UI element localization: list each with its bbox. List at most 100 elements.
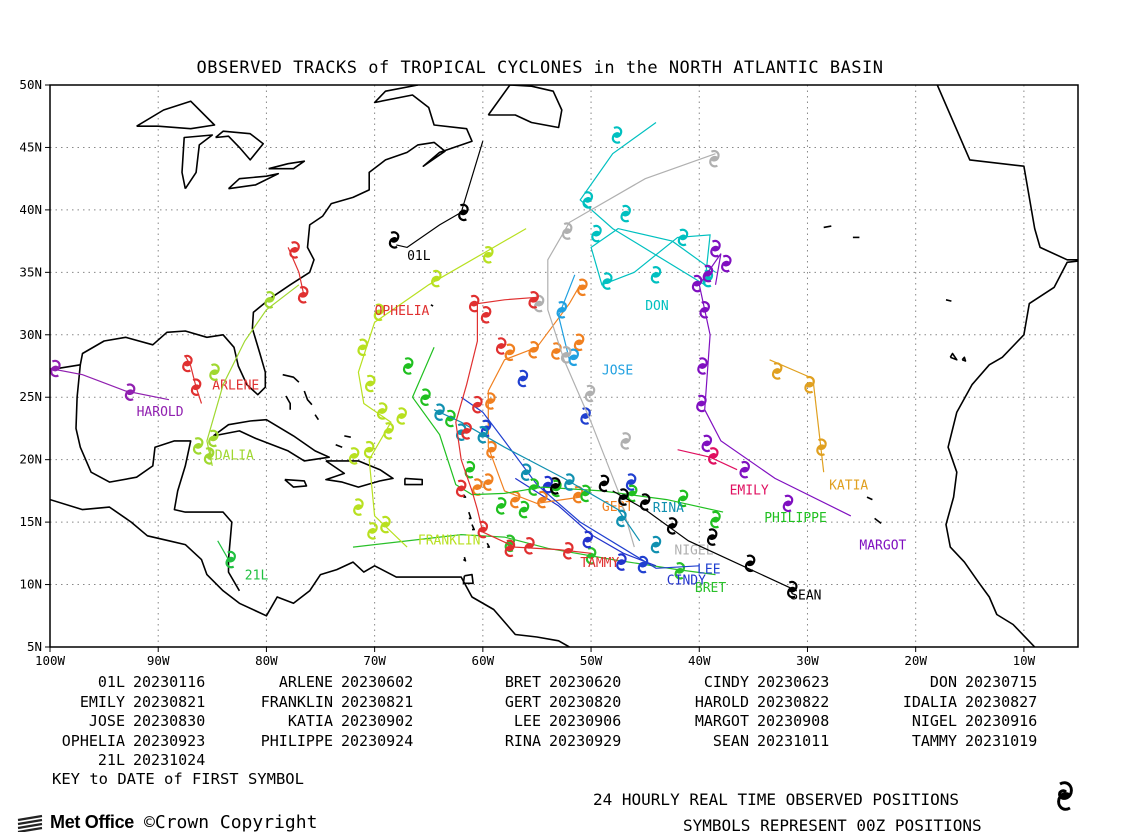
key-row: OPHELIA 20230923 PHILIPPE 20230924 RINA 20230… <box>40 732 1080 752</box>
key-row: JOSE 20230830 KATIA 20230902 LEE 20230906 MARG… <box>40 712 1080 732</box>
storm-position-symbol <box>618 488 629 506</box>
footer-positions-note: 24 HOURLY REAL TIME OBSERVED POSITIONS <box>593 790 960 809</box>
key-first-date: 20231011 <box>757 731 830 750</box>
map-title: OBSERVED TRACKS of TROPICAL CYCLONES in … <box>196 58 884 78</box>
storm-position-symbol <box>203 447 215 465</box>
storm-track-line <box>217 540 230 560</box>
storm-position-symbol <box>702 264 714 283</box>
storm-position-symbol <box>710 239 721 258</box>
key-storm-name: OPHELIA <box>61 731 125 750</box>
storm-track-line <box>460 396 700 569</box>
key-storm-name: FRANKLIN <box>260 692 333 711</box>
key-storm-name: BRET <box>504 673 541 691</box>
key-storm-name: LEE <box>513 712 541 730</box>
storm-position-symbol <box>472 478 483 496</box>
lat-tick-label: 25N <box>19 389 42 404</box>
storm-position-symbol <box>706 528 718 546</box>
key-storm-name: ARLENE <box>278 673 333 691</box>
met-office-logo: Met Office ©Crown Copyright <box>16 812 317 833</box>
storm-position-symbol <box>524 537 535 555</box>
key-first-date: 20230916 <box>965 712 1038 730</box>
key-entry: JOSE 20230830 <box>40 712 248 732</box>
storm-position-symbol <box>528 291 539 309</box>
storm-position-symbol <box>639 493 651 511</box>
coastline <box>823 225 832 229</box>
axis-ticks: 100W 90W 80W 70W 60W 50W 40W 30W 20W 10W 5N 10N 15N 2… <box>19 77 1035 668</box>
storm-position-symbol <box>666 517 678 535</box>
key-entry: KATIA 20230902 <box>248 712 456 732</box>
storm-position-symbol <box>584 384 596 403</box>
coastline <box>487 85 563 129</box>
storm-position-symbol <box>564 473 575 491</box>
coastline <box>75 364 241 592</box>
storm-position-symbol <box>787 580 798 599</box>
storm-position-symbol <box>625 473 637 491</box>
storm-label: RINA <box>653 501 684 516</box>
key-entry: ARLENE 20230602 <box>248 673 456 693</box>
storm-jose: JOSE <box>556 274 633 379</box>
storm-position-symbol <box>420 388 431 406</box>
storm-position-symbol <box>209 363 220 381</box>
lon-tick-label: 70W <box>363 653 386 668</box>
key-entry: DON 20230715 <box>872 673 1080 693</box>
storm-cindy: CINDY <box>514 475 706 589</box>
lat-tick-label: 40N <box>19 202 42 217</box>
storm-position-symbol <box>348 447 360 465</box>
storm-position-symbol <box>528 341 539 359</box>
coastline <box>463 556 467 562</box>
met-office-logo-text: Met Office <box>50 812 135 832</box>
storm-position-symbol <box>363 440 375 459</box>
coastline <box>282 373 300 383</box>
hurricane-symbol-icon <box>1057 781 1073 811</box>
key-storm-name: JOSE <box>88 712 125 730</box>
coastline <box>945 299 952 302</box>
lon-tick-label: 80W <box>255 653 278 668</box>
storm-position-symbol <box>192 437 204 455</box>
storm-position-symbol <box>674 562 686 580</box>
storm-position-symbol <box>560 346 572 364</box>
storm-position-symbol <box>573 333 585 352</box>
storm-01l: 01L <box>388 141 484 264</box>
key-first-date: 20231024 <box>133 751 206 769</box>
storm-position-symbol <box>495 497 507 515</box>
coastline <box>344 435 351 438</box>
storm-position-symbol <box>190 378 202 396</box>
coastline <box>462 573 474 585</box>
storm-position-symbol <box>388 231 400 249</box>
storm-position-symbol <box>677 489 689 508</box>
key-storm-name: GERT <box>504 692 541 711</box>
storm-position-symbol <box>533 294 545 313</box>
storm-position-symbol <box>782 494 794 513</box>
storm-position-symbol <box>458 203 469 222</box>
lon-tick-label: 10W <box>1013 653 1036 668</box>
coastline <box>284 478 308 488</box>
key-first-date: 20230715 <box>965 673 1038 691</box>
storm-position-symbol <box>504 343 516 362</box>
storm-track-line <box>579 122 716 286</box>
storm-tammy: TAMMY <box>455 291 620 571</box>
coastline <box>945 260 1078 647</box>
coastline <box>268 160 306 170</box>
coastline <box>430 304 434 307</box>
storm-label: IDALIA <box>207 449 254 464</box>
coastline <box>50 498 570 647</box>
storm-position-symbol <box>701 434 713 453</box>
footer-symbols-note: SYMBOLS REPRESENT 00Z POSITIONS <box>683 816 982 835</box>
storm-arlene: ARLENE <box>182 354 259 404</box>
lon-tick-label: 100W <box>35 653 66 668</box>
storm-label: MARGOT <box>859 539 906 554</box>
storm-harold: HAROLD <box>50 359 184 420</box>
storm-position-symbol <box>483 246 494 264</box>
storm-label: EMILY <box>730 484 769 499</box>
storm-position-symbol <box>182 354 193 373</box>
coastlines <box>50 85 1078 647</box>
storm-track-line <box>547 153 716 548</box>
key-entry: TAMMY 20231019 <box>872 732 1080 752</box>
storm-position-symbol <box>577 278 588 297</box>
key-note: KEY to DATE of FIRST SYMBOL <box>52 770 304 788</box>
storm-position-symbol <box>480 306 492 324</box>
storm-position-symbol <box>517 369 529 388</box>
storm-sean: SEAN <box>550 474 822 604</box>
storm-position-symbol <box>431 269 442 288</box>
